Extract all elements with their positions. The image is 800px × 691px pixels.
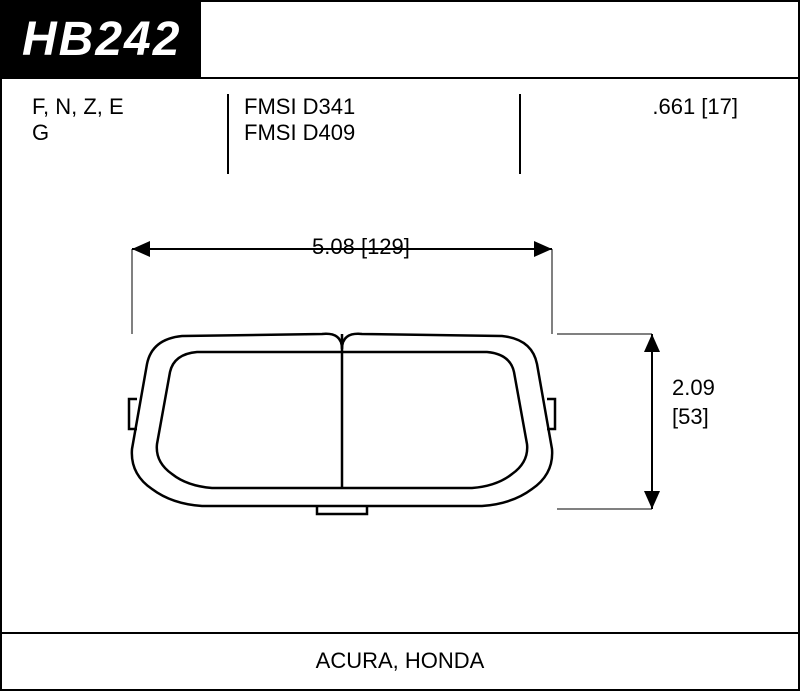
specs-row: F, N, Z, E G FMSI D341 FMSI D409 .661 [1… xyxy=(2,79,798,204)
fmsi-column: FMSI D341 FMSI D409 xyxy=(244,94,504,174)
height-mm: [53] xyxy=(672,403,715,432)
brake-pad-outline xyxy=(129,334,555,514)
vertical-divider-1 xyxy=(227,94,229,174)
diagram-area: 5.08 [129] 2.09 [53] xyxy=(2,204,798,624)
divider-bottom xyxy=(2,632,798,634)
width-mm: [129] xyxy=(361,234,410,259)
compounds-column: F, N, Z, E G xyxy=(32,94,212,174)
part-number-banner: HB242 xyxy=(2,2,201,77)
vertical-divider-2 xyxy=(519,94,521,174)
part-number: HB242 xyxy=(22,12,181,67)
width-label: 5.08 [129] xyxy=(312,234,410,260)
compounds-line2: G xyxy=(32,120,212,146)
vehicle-makes: ACURA, HONDA xyxy=(2,648,798,674)
fmsi-2: FMSI D409 xyxy=(244,120,504,146)
thickness-column: .661 [17] xyxy=(536,94,768,174)
height-dimension xyxy=(557,334,660,509)
height-label: 2.09 [53] xyxy=(672,374,715,431)
height-inches: 2.09 xyxy=(672,374,715,403)
fmsi-1: FMSI D341 xyxy=(244,94,504,120)
width-inches: 5.08 xyxy=(312,234,355,259)
compounds-line1: F, N, Z, E xyxy=(32,94,212,120)
thickness-value: .661 [17] xyxy=(536,94,738,120)
